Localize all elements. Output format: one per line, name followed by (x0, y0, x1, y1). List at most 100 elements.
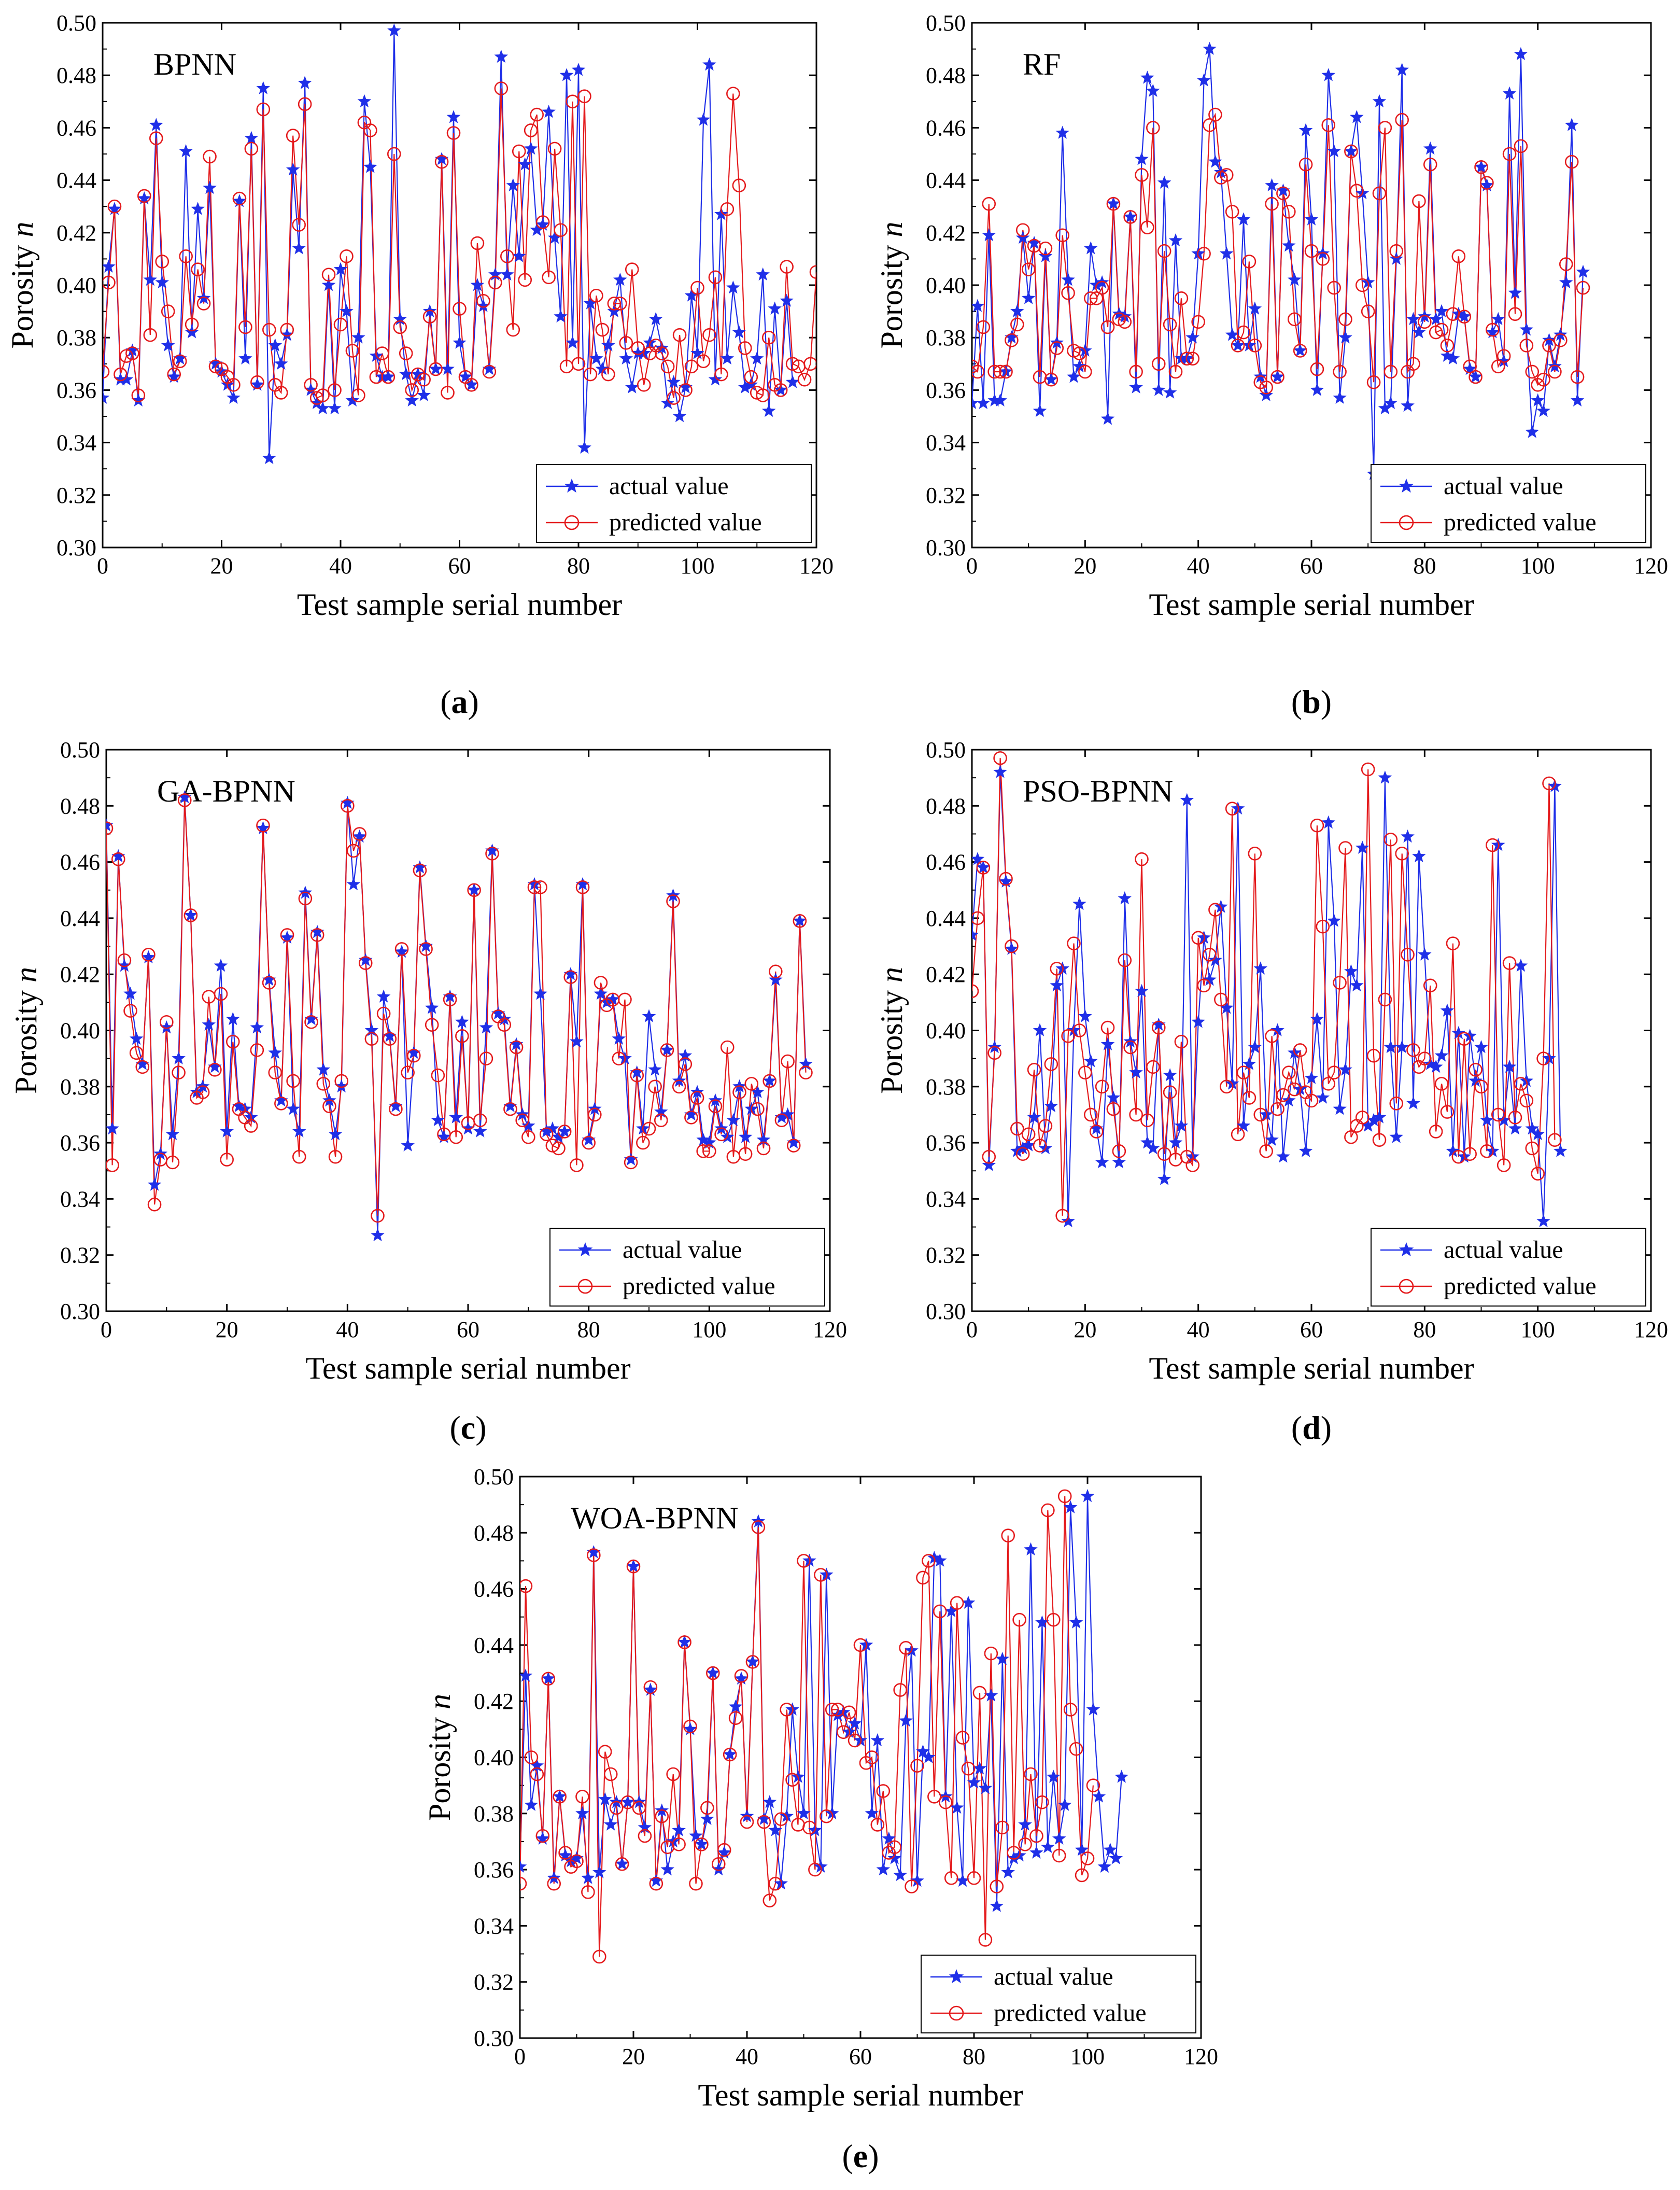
data-point-predicted (842, 1705, 856, 1720)
data-point-predicted (702, 328, 716, 342)
data-point-predicted (167, 367, 181, 382)
data-point-actual (993, 393, 1007, 406)
data-point-actual (226, 1012, 240, 1026)
data-point-predicted (1344, 144, 1358, 159)
data-point-actual (1446, 1144, 1460, 1157)
data-point-actual (982, 228, 996, 242)
data-point-actual (117, 959, 132, 972)
data-point-predicted (1525, 364, 1540, 379)
data-point-actual (893, 1868, 907, 1882)
data-point-predicted (1333, 976, 1347, 990)
data-point-actual (1010, 304, 1024, 317)
data-point-predicted (268, 1065, 283, 1080)
data-point-predicted (1157, 244, 1171, 258)
data-point-predicted (601, 367, 615, 382)
data-point-predicted (927, 1790, 941, 1804)
data-point-predicted (809, 265, 816, 279)
data-point-predicted (533, 880, 547, 894)
data-point-predicted (853, 1638, 868, 1652)
data-point-actual (521, 1118, 535, 1132)
data-point-actual (648, 312, 663, 326)
data-point-predicted (1047, 1612, 1061, 1627)
data-point-predicted (541, 1672, 556, 1686)
x-tick-label: 20 (216, 1317, 238, 1342)
data-point-actual (708, 372, 723, 386)
data-point-predicted (1451, 249, 1466, 263)
data-point-actual (785, 375, 800, 388)
data-point-actual (485, 843, 499, 857)
data-point-actual (990, 1899, 1004, 1912)
data-point-predicted (524, 1750, 539, 1764)
data-point-predicted (570, 1854, 584, 1869)
data-point-actual (581, 1871, 595, 1884)
data-point-actual (1412, 849, 1426, 863)
data-point-actual (1276, 183, 1290, 197)
legend: actual value predicted value (549, 1228, 825, 1307)
x-tick-label: 60 (849, 2044, 872, 2069)
data-point-predicted (518, 273, 532, 287)
y-tick-label: 0.38 (926, 325, 966, 350)
data-point-predicted (515, 1113, 530, 1128)
data-point-predicted (1044, 372, 1058, 387)
data-point-actual (570, 1851, 584, 1864)
data-point-predicted (768, 1876, 783, 1891)
data-point-predicted (609, 1801, 624, 1815)
data-point-predicted (1242, 1091, 1257, 1105)
data-point-actual (1067, 370, 1081, 383)
data-point-actual (1502, 86, 1517, 100)
data-point-predicted (1089, 1125, 1104, 1139)
data-point-actual (1231, 338, 1245, 352)
data-point-actual (191, 202, 205, 215)
data-point-predicted (598, 1745, 612, 1759)
data-point-predicted (1012, 1612, 1026, 1627)
data-point-actual (413, 860, 427, 874)
data-point-actual (1383, 396, 1398, 409)
data-point-predicted (1491, 359, 1505, 374)
data-point-actual (882, 1831, 896, 1845)
data-point-predicted (1214, 992, 1228, 1007)
data-point-actual (1338, 330, 1352, 344)
data-point-predicted (1418, 1051, 1432, 1065)
y-tick-label: 0.44 (57, 168, 96, 193)
data-point-predicted (1536, 1051, 1550, 1065)
data-point-actual (972, 928, 979, 941)
x-tick-label: 20 (622, 2044, 645, 2069)
data-point-predicted (566, 94, 580, 109)
data-point-actual (1508, 1121, 1522, 1135)
data-point-predicted (304, 377, 318, 392)
data-point-predicted (756, 388, 770, 402)
y-tick-label: 0.42 (926, 962, 966, 987)
data-point-predicted (984, 1646, 998, 1661)
data-point-actual (1469, 370, 1483, 383)
data-point-actual (453, 335, 467, 349)
data-point-predicted (292, 218, 306, 232)
data-point-predicted (683, 1719, 697, 1734)
data-point-actual (876, 1862, 891, 1876)
data-point-predicted (470, 236, 485, 250)
data-point-actual (984, 1688, 998, 1702)
data-point-actual (955, 1873, 970, 1887)
data-point-actual (865, 1806, 879, 1820)
data-point-predicted (1304, 244, 1319, 258)
y-tick-label: 0.32 (926, 483, 966, 508)
y-tick-label: 0.36 (60, 1130, 100, 1156)
data-point-predicted (512, 144, 526, 159)
data-point-predicted (588, 1107, 602, 1122)
chart-panel-d: 0.30 0.32 0.34 0.36 0.38 0.40 0.42 0.44 0.46 0.48… (874, 737, 1668, 1446)
data-point-actual (582, 1132, 596, 1146)
data-point-predicted (972, 1686, 987, 1700)
data-point-predicted (1344, 1130, 1358, 1144)
data-point-predicted (745, 1655, 760, 1669)
data-point-actual (449, 1110, 463, 1124)
y-tick-label: 0.46 (926, 115, 966, 141)
data-point-actual (1114, 1770, 1128, 1783)
data-point-predicted (455, 1029, 469, 1043)
data-point-actual (1185, 330, 1200, 344)
data-point-predicted (1395, 847, 1409, 861)
data-point-predicted (363, 123, 377, 137)
data-point-predicted (1463, 359, 1477, 374)
legend-star-marker (949, 1969, 964, 1984)
data-point-predicted (262, 976, 276, 990)
data-point-predicted (298, 97, 312, 111)
data-point-predicted (1174, 1034, 1189, 1049)
